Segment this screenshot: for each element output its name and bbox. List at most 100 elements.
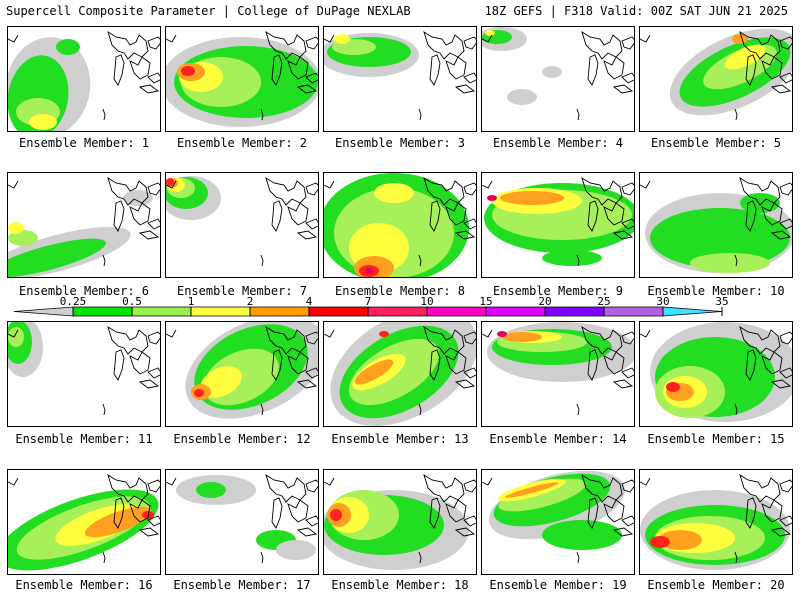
color-scale-tick-label: 2 (247, 296, 254, 308)
coastline-outline (640, 34, 738, 121)
scp-contour-fill (507, 89, 537, 105)
coastline-outline (324, 477, 422, 564)
color-scale-tick-label: 20 (538, 296, 551, 308)
ensemble-member-label: Ensemble Member: 14 (489, 432, 627, 446)
ensemble-member-label: Ensemble Member: 6 (18, 284, 150, 298)
great-lakes-outline (739, 325, 792, 389)
scp-contour-map (8, 322, 160, 416)
coastline-outline (166, 477, 264, 564)
color-scale-swatch (544, 306, 605, 317)
scp-contour-map (166, 473, 318, 564)
coastline-outline (640, 329, 738, 416)
ensemble-member-label: Ensemble Member: 15 (647, 432, 785, 446)
scp-contour-fill (276, 540, 316, 560)
ensemble-map-panel (481, 469, 635, 575)
coastline-outline (324, 180, 422, 267)
coastline-outline (640, 477, 738, 564)
great-lakes-outline (265, 30, 318, 94)
scp-contour-fill (498, 478, 586, 512)
scp-contour-map (482, 176, 634, 267)
scp-contour-map (324, 322, 476, 426)
scp-contour-fill (542, 66, 562, 78)
color-scale-tick-label: 0.25 (60, 296, 87, 308)
ensemble-map-panel (7, 26, 161, 132)
ensemble-map-panel (639, 172, 793, 278)
ensemble-member-label: Ensemble Member: 4 (492, 136, 624, 150)
scp-contour-fill (8, 238, 107, 277)
scp-contour-fill (29, 114, 57, 130)
ensemble-map-panel (7, 172, 161, 278)
scp-contour-fill (196, 482, 226, 498)
great-lakes-outline (581, 176, 634, 240)
ensemble-map-panel (165, 26, 319, 132)
ensemble-member-label: Ensemble Member: 16 (15, 578, 153, 592)
coastline-outline (640, 180, 738, 267)
scp-contour-map (640, 28, 792, 121)
ensemble-member-label: Ensemble Member: 1 (18, 136, 150, 150)
scp-contour-fill (732, 34, 748, 44)
scp-contour-fill (365, 268, 373, 274)
scp-contour-fill (330, 509, 342, 521)
coastline-outline (8, 180, 106, 267)
scp-contour-map (640, 322, 792, 422)
coastline-outline (482, 180, 580, 267)
ensemble-member-label: Ensemble Member: 19 (489, 578, 627, 592)
ensemble-member-label: Ensemble Member: 8 (334, 284, 466, 298)
ensemble-map-panel (323, 321, 477, 427)
ensemble-map-panel (323, 172, 477, 278)
ensemble-member-label: Ensemble Member: 9 (492, 284, 624, 298)
color-scale-tick-label: 0.5 (122, 296, 142, 308)
coastline-outline (482, 477, 580, 564)
ensemble-map-panel (323, 469, 477, 575)
scp-contour-fill (374, 183, 414, 203)
ensemble-member-label: Ensemble Member: 7 (176, 284, 308, 298)
great-lakes-outline (107, 473, 160, 537)
ensemble-member-label: Ensemble Member: 20 (647, 578, 785, 592)
ensemble-member-label: Ensemble Member: 11 (15, 432, 153, 446)
color-scale-tick-label: 25 (597, 296, 610, 308)
color-scale-swatch (603, 306, 664, 317)
ensemble-member-label: Ensemble Member: 13 (331, 432, 469, 446)
scp-contour-fill (181, 66, 195, 76)
color-scale-swatch (308, 306, 369, 317)
scp-contour-fill (497, 331, 507, 337)
scp-contour-fill (8, 230, 38, 246)
scp-contour-map (482, 322, 634, 416)
scp-contour-fill (724, 44, 766, 70)
scp-contour-fill (166, 178, 174, 186)
coastline-outline (324, 329, 422, 416)
color-scale-swatch (662, 306, 723, 317)
coastline-outline (166, 34, 264, 121)
coastline-outline (8, 329, 106, 416)
scp-contour-map (166, 322, 318, 419)
scp-contour-map (482, 470, 634, 564)
ensemble-member-label: Ensemble Member: 3 (334, 136, 466, 150)
color-scale-swatch (131, 306, 192, 317)
color-scale-swatch (13, 306, 74, 317)
ensemble-member-label: Ensemble Member: 10 (647, 284, 785, 298)
great-lakes-outline (581, 473, 634, 537)
scp-contour-fill (542, 250, 602, 266)
scp-contour-map (324, 473, 476, 570)
coastline-outline (8, 477, 106, 564)
color-scale-tick-label: 7 (365, 296, 372, 308)
ensemble-member-label: Ensemble Member: 12 (173, 432, 311, 446)
great-lakes-outline (107, 30, 160, 94)
ensemble-map-panel (639, 26, 793, 132)
great-lakes-outline (107, 325, 160, 389)
ensemble-map-panel (481, 321, 635, 427)
great-lakes-outline (107, 176, 160, 240)
scp-contour-fill (650, 208, 790, 268)
great-lakes-outline (739, 30, 792, 94)
color-scale-swatch (426, 306, 487, 317)
scp-contour-map (166, 176, 318, 267)
scp-contour-map (324, 30, 476, 121)
great-lakes-outline (739, 176, 792, 240)
color-scale-swatch (249, 306, 310, 317)
color-scale-tick-label: 1 (188, 296, 195, 308)
ensemble-map-panel (165, 469, 319, 575)
scp-contour-fill (334, 34, 350, 44)
scp-contour-fill (502, 332, 542, 342)
color-scale-bar: 0.25 0.5 1 2 4 7 10 15 20 25 30 35 (13, 296, 729, 317)
ensemble-map-panel (7, 469, 161, 575)
